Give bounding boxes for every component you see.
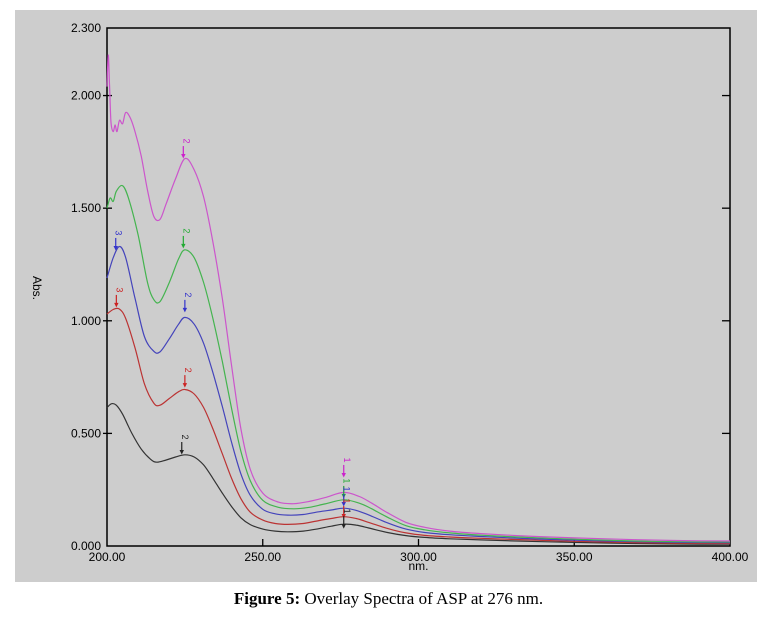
peak-arrow-head <box>181 154 186 159</box>
x-axis-tick-label: 400.00 <box>712 550 749 564</box>
peak-arrow-head <box>179 449 184 455</box>
peak-arrow-head <box>341 502 346 507</box>
spectrum-curve-green-spectrum <box>106 184 731 543</box>
peak-label-blue-3: 3 <box>114 230 124 235</box>
peak-label-black-1: 1 <box>342 509 352 514</box>
plot-frame <box>106 27 731 547</box>
peak-label-red-1: 1 <box>342 498 352 503</box>
x-axis-tick-label: 200.00 <box>89 550 126 564</box>
peak-label-magenta-2: 2 <box>181 139 191 144</box>
peak-arrow-head <box>114 302 119 308</box>
peak-label-red-3: 3 <box>114 287 124 292</box>
peak-label-green-2: 2 <box>181 228 191 233</box>
x-axis-tick-label: 250.00 <box>244 550 281 564</box>
peak-arrow-head <box>182 383 188 388</box>
y-axis-tick-label: 1.500 <box>71 201 101 215</box>
spectrum-curve-red-spectrum <box>106 307 731 545</box>
x-axis-title: nm. <box>408 559 429 573</box>
peak-label-magenta-1: 1 <box>342 457 352 462</box>
peak-label-blue-1: 1 <box>342 487 352 492</box>
y-axis-tick-label: 0.500 <box>71 426 101 440</box>
y-axis-title: Abs. <box>30 276 44 301</box>
y-axis-tick-label: 0.000 <box>71 539 101 553</box>
y-axis-tick-label: 2.300 <box>71 21 101 35</box>
peak-arrow-head <box>181 243 186 249</box>
x-axis-tick-label: 300.00 <box>400 550 437 564</box>
figure-caption: Figure 5: Overlay Spectra of ASP at 276 … <box>0 589 777 609</box>
y-axis-tick-label: 2.000 <box>71 89 101 103</box>
peak-arrow-head <box>341 524 346 529</box>
figure-caption-label: Figure 5: <box>233 589 301 608</box>
peak-label-red-2: 2 <box>183 368 193 373</box>
figure-caption-text: Overlay Spectra of ASP at 276 nm. <box>300 589 544 608</box>
peak-label-black-2: 2 <box>180 434 190 439</box>
y-axis-tick-label: 1.000 <box>71 314 101 328</box>
spectrum-curve-blue-spectrum <box>106 245 731 544</box>
peak-label-blue-2: 2 <box>183 292 193 297</box>
spectrum-curve-black-spectrum <box>106 402 731 545</box>
spectrum-curve-magenta-spectrum <box>106 54 731 542</box>
x-axis-tick-label: 350.00 <box>556 550 593 564</box>
peak-arrow-head <box>182 307 188 313</box>
peak-label-green-1: 1 <box>342 478 352 483</box>
spectra-panel <box>15 10 757 582</box>
peak-arrow-head <box>341 472 346 478</box>
peak-arrow-head <box>113 245 118 251</box>
